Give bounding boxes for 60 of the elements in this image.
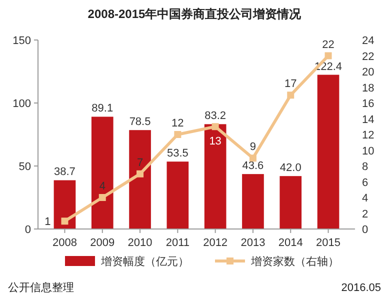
- data-label: 53.5: [166, 148, 188, 160]
- point: [98, 194, 106, 201]
- y2-tick-label: 24: [362, 35, 374, 47]
- point: [61, 218, 68, 225]
- bar: [54, 180, 76, 229]
- text: 2016.05: [341, 282, 381, 294]
- y2-tick-label: 8: [362, 161, 368, 173]
- y2-tick-label: 2: [362, 208, 368, 220]
- y-tick-label: 100: [12, 98, 31, 110]
- data-label: 17: [284, 78, 297, 90]
- y2-tick-label: 22: [362, 50, 374, 63]
- data-label: 78.5: [129, 116, 151, 128]
- x-tick-label: 2010: [128, 237, 152, 249]
- y2-tick-label: 4: [362, 192, 368, 204]
- data-label: 83.2: [204, 110, 226, 122]
- data-label: 1: [44, 216, 51, 228]
- data-label: 22: [322, 38, 334, 51]
- data-label: 42.0: [280, 162, 302, 174]
- bar: [129, 130, 151, 229]
- point: [324, 52, 332, 60]
- legend-label: 增资家数（右轴）: [250, 255, 339, 268]
- y2-tick-label: 20: [362, 66, 374, 78]
- y2-tick-label: 14: [362, 114, 374, 126]
- point: [212, 123, 219, 130]
- y-tick-label: 150: [12, 35, 31, 47]
- y2-tick-label: 18: [362, 82, 374, 94]
- y2-tick-label: 16: [362, 98, 374, 110]
- legend-label: 增资幅度（亿元）: [100, 255, 189, 268]
- data-label: 43.6: [242, 160, 264, 172]
- point: [174, 131, 182, 138]
- x-tick-label: 2008: [52, 237, 77, 249]
- x-tick-label: 2009: [90, 237, 115, 249]
- bar: [242, 174, 264, 229]
- x-tick-label: 2013: [240, 237, 266, 249]
- chart-title: 2008-2015年中国券商直投公司增资情况: [88, 7, 302, 21]
- y2-tick-label: 6: [362, 176, 368, 189]
- x-tick-label: 2011: [166, 237, 190, 249]
- y2-tick-label: 0: [362, 224, 368, 236]
- bar: [204, 124, 226, 229]
- bar: [91, 116, 114, 229]
- y2-tick-label: 12: [362, 130, 374, 142]
- bar: [317, 74, 340, 229]
- y-tick-label: 0: [24, 224, 31, 236]
- x-tick-label: 2015: [316, 237, 341, 249]
- data-label: 89.1: [92, 102, 114, 115]
- data-label: 4: [99, 180, 106, 192]
- point: [287, 92, 294, 99]
- data-label: 12: [172, 118, 184, 130]
- data-label: 13: [209, 136, 222, 148]
- bar: [280, 176, 302, 229]
- x-tick-label: 2014: [278, 237, 303, 249]
- data-label: 38.7: [54, 166, 76, 178]
- y2-tick-label: 10: [362, 145, 374, 158]
- x-tick-label: 2012: [203, 237, 228, 249]
- data-label: 7: [136, 156, 144, 169]
- data-label: 9: [250, 141, 256, 154]
- y-tick-label: 50: [18, 161, 31, 173]
- bar: [166, 162, 189, 229]
- point: [136, 170, 144, 178]
- text: 公开信息整理: [8, 281, 74, 294]
